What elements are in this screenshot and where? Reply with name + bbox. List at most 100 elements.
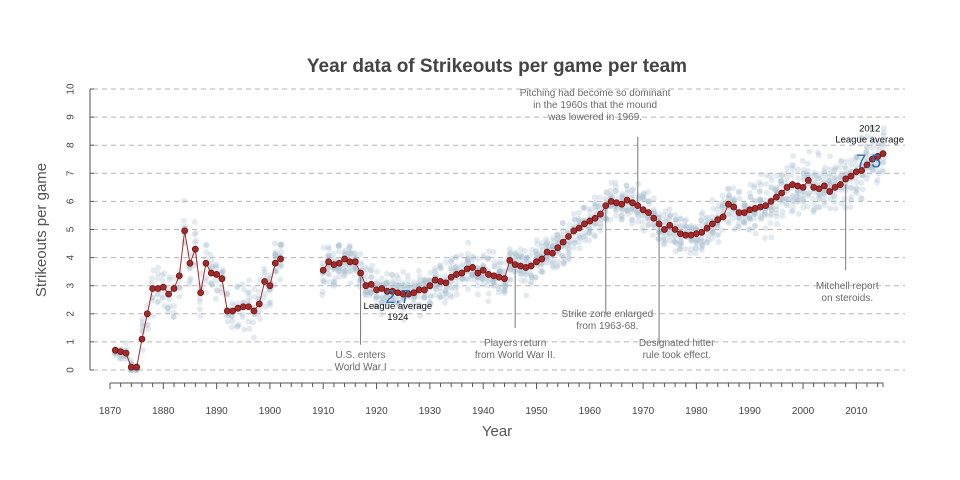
highlight-value-2012: 7.5 — [856, 151, 881, 171]
league-average-point-1982 — [703, 224, 711, 232]
team-point — [543, 236, 550, 243]
league-average-point-1994 — [767, 197, 775, 205]
team-point — [421, 279, 428, 286]
team-point — [239, 314, 246, 321]
y-tick-label-8: 8 — [66, 142, 77, 148]
team-point — [523, 255, 530, 262]
team-point — [523, 254, 530, 261]
team-point — [518, 257, 525, 264]
team-point — [762, 212, 769, 219]
team-point — [394, 296, 401, 303]
team-point — [123, 339, 130, 346]
league-average-point-1882 — [170, 285, 178, 292]
league-average-point-1984 — [714, 216, 722, 224]
team-point — [202, 242, 209, 249]
team-point — [741, 200, 748, 207]
team-point — [212, 295, 219, 302]
team-point — [879, 159, 886, 166]
team-point — [506, 250, 513, 257]
team-point — [730, 195, 737, 202]
team-point — [246, 289, 253, 296]
team-point — [575, 217, 582, 224]
team-point — [331, 275, 338, 282]
team-point — [436, 273, 443, 280]
team-point — [159, 294, 166, 301]
x-tick-label-1940: 1940 — [472, 406, 495, 417]
team-point — [596, 203, 603, 210]
team-point — [212, 261, 219, 268]
league-average-series — [111, 150, 887, 371]
team-point — [768, 210, 775, 217]
team-point — [709, 230, 716, 237]
team-point — [838, 157, 845, 164]
team-point — [644, 215, 651, 222]
team-point — [432, 285, 439, 292]
highlight-label-line: 2012 — [859, 123, 880, 134]
team-point — [347, 250, 354, 257]
league-average-point-1919 — [367, 280, 375, 288]
team-point — [581, 204, 588, 211]
team-point — [244, 297, 251, 304]
team-point — [571, 216, 578, 223]
team-point — [203, 255, 210, 262]
team-point — [469, 271, 476, 278]
team-point — [852, 157, 859, 164]
team-point — [367, 289, 374, 296]
team-point — [474, 291, 481, 298]
team-point — [757, 195, 764, 202]
team-point — [367, 267, 374, 274]
team-point — [437, 265, 444, 272]
team-point — [154, 290, 161, 297]
team-point — [448, 259, 455, 266]
team-point — [580, 234, 587, 241]
team-point — [511, 268, 518, 275]
team-point — [426, 277, 433, 284]
team-point — [826, 177, 833, 184]
team-point — [571, 236, 578, 243]
league-average-point-1875 — [133, 363, 141, 371]
league-average-point-2006 — [831, 183, 839, 191]
team-point — [731, 226, 738, 233]
team-point — [608, 179, 615, 186]
team-point — [496, 268, 503, 275]
team-point — [677, 223, 684, 230]
team-point — [676, 241, 683, 248]
league-average-point-2000 — [799, 183, 807, 191]
team-point — [809, 195, 816, 202]
y-tick-label-5: 5 — [66, 226, 77, 232]
team-point — [362, 288, 369, 295]
team-point — [741, 220, 748, 227]
team-point — [272, 250, 279, 257]
team-point — [351, 250, 358, 257]
team-point — [640, 193, 647, 200]
team-point — [598, 215, 605, 222]
team-point — [554, 262, 561, 269]
team-point — [202, 277, 209, 284]
team-point — [335, 242, 342, 249]
team-point — [660, 241, 667, 248]
team-point — [752, 222, 759, 229]
team-point — [650, 222, 657, 229]
team-point — [186, 265, 193, 272]
team-point — [326, 252, 333, 259]
team-point — [735, 189, 742, 196]
team-point — [662, 218, 669, 225]
team-point — [437, 288, 444, 295]
team-point — [150, 267, 157, 274]
team-point — [699, 238, 706, 245]
team-point — [768, 207, 775, 214]
team-point — [585, 225, 592, 232]
team-point — [452, 254, 459, 261]
team-point — [176, 283, 183, 290]
league-average-point-1950 — [533, 258, 540, 266]
team-point — [644, 198, 651, 205]
team-point — [735, 223, 742, 230]
team-point — [506, 246, 513, 253]
team-point — [810, 207, 817, 214]
team-point — [564, 256, 571, 263]
team-point — [746, 226, 753, 233]
x-axis-title: Year — [482, 423, 512, 440]
team-point — [537, 263, 544, 270]
team-point — [502, 281, 509, 288]
team-point — [863, 149, 870, 156]
